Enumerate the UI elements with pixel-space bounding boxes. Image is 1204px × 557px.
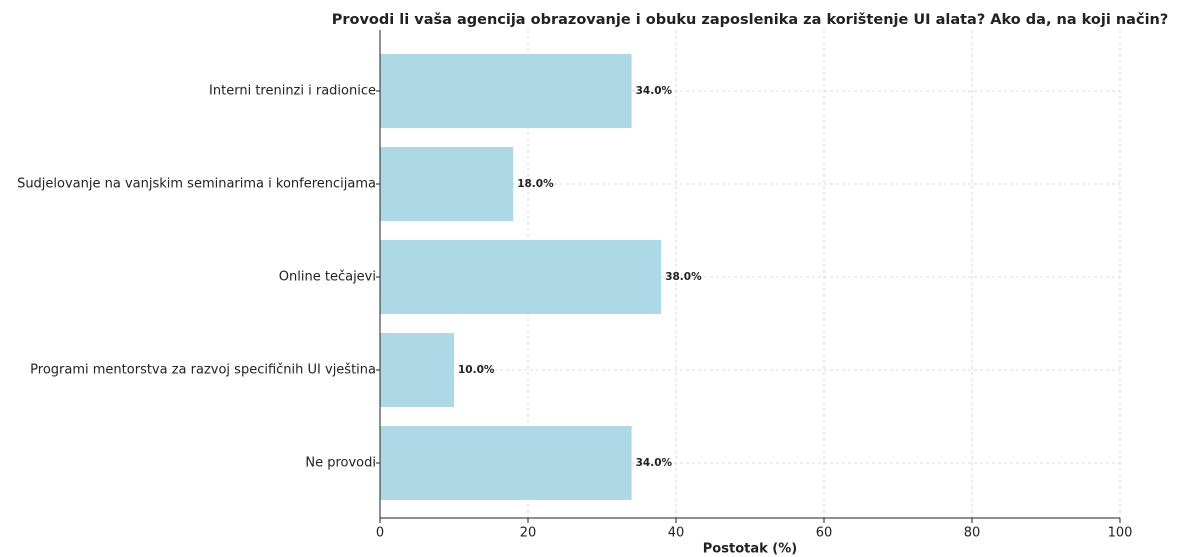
x-tick-label: 40	[668, 526, 685, 541]
data-label: 10.0%	[458, 364, 495, 376]
bar	[380, 333, 454, 407]
x-tick-label: 60	[816, 526, 833, 541]
x-tick-label: 0	[376, 526, 384, 541]
x-axis-label: Postotak (%)	[703, 542, 797, 557]
bar	[380, 426, 632, 500]
bar	[380, 240, 662, 314]
bar	[380, 147, 514, 221]
data-label: 18.0%	[517, 178, 554, 190]
y-tick-label: Sudjelovanje na vanjskim seminarima i ko…	[17, 177, 376, 192]
data-label: 34.0%	[636, 457, 673, 469]
data-label: 38.0%	[665, 271, 702, 283]
x-tick-label: 20	[520, 526, 537, 541]
data-label: 34.0%	[636, 85, 673, 97]
y-tick-label: Ne provodi	[305, 456, 376, 471]
chart-title: Provodi li vaša agencija obrazovanje i o…	[332, 12, 1169, 28]
y-tick-label: Interni treninzi i radionice	[209, 84, 376, 99]
x-tick-label: 80	[964, 526, 981, 541]
y-tick-label: Online tečajevi	[279, 270, 376, 285]
y-tick-label: Programi mentorstva za razvoj specifični…	[30, 363, 376, 378]
x-tick-label: 100	[1108, 526, 1133, 541]
bar	[380, 54, 632, 128]
